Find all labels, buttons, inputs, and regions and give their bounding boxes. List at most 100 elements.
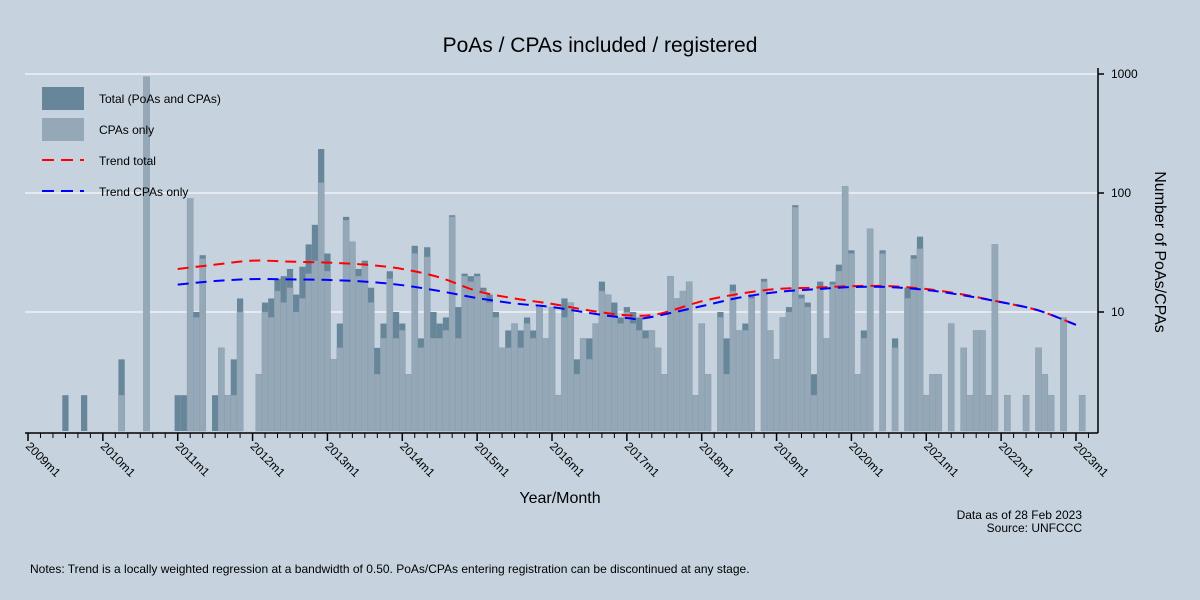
x-tick-label: 2010m1 — [98, 439, 139, 480]
bar-cpas — [1060, 317, 1067, 432]
x-axis-title: Year/Month — [519, 490, 600, 507]
bar-cpas — [823, 338, 830, 432]
bar-cpas — [698, 323, 706, 432]
bar-cpas — [236, 311, 244, 432]
bar-cpas — [810, 394, 818, 432]
bar-cpas — [386, 278, 394, 432]
bar-cpas — [966, 394, 974, 432]
bar-cpas — [361, 264, 369, 432]
bar-cpas — [804, 306, 812, 432]
bar-cpas — [492, 317, 500, 432]
bar-cpas — [355, 275, 362, 432]
bars — [62, 76, 1086, 432]
trend-cpas-line — [177, 278, 1077, 326]
bar-cpas — [567, 302, 575, 432]
bar-cpas — [891, 347, 899, 432]
x-tick-label: 2020m1 — [846, 439, 887, 480]
bar-cpas — [218, 347, 225, 432]
bar-cpas — [511, 323, 518, 432]
bar-cpas — [554, 394, 562, 432]
bar-cpas — [561, 317, 568, 432]
bar-cpas — [785, 311, 793, 432]
bar-total — [180, 395, 188, 431]
x-tick-label: 2022m1 — [996, 439, 1037, 480]
bar-cpas — [623, 311, 631, 432]
bar-cpas — [349, 241, 356, 432]
bar-cpas — [455, 338, 462, 432]
bar-total — [81, 395, 88, 431]
bar-cpas — [529, 338, 537, 432]
bar-cpas — [660, 374, 668, 432]
bar-cpas — [692, 394, 699, 432]
bar-cpas — [230, 394, 238, 432]
bar-cpas — [199, 258, 206, 432]
bar-cpas — [374, 374, 381, 432]
bar-cpas — [274, 290, 281, 432]
bar-cpas — [611, 317, 618, 432]
bar-cpas — [517, 347, 525, 432]
bar-cpas — [542, 338, 550, 432]
bar-cpas — [916, 248, 924, 432]
x-tick-label: 2009m1 — [23, 439, 64, 480]
bar-cpas — [767, 330, 774, 432]
bar-cpas — [929, 374, 936, 432]
bar-cpas — [523, 323, 531, 432]
x-tick-label: 2015m1 — [472, 439, 513, 480]
bar-cpas — [405, 374, 412, 432]
legend-label-trend-total: Trend total — [99, 154, 156, 168]
bar-cpas — [854, 374, 861, 432]
x-tick-label: 2018m1 — [697, 439, 738, 480]
bar-cpas — [673, 298, 681, 432]
x-tick-label: 2014m1 — [397, 439, 438, 480]
x-tick-label: 2021m1 — [921, 439, 962, 480]
bar-cpas — [505, 347, 512, 432]
bar-cpas — [448, 216, 456, 432]
bar-cpas — [442, 330, 450, 432]
bar-cpas — [848, 253, 855, 432]
legend-swatch-cpas — [42, 118, 84, 141]
bar-cpas — [486, 302, 493, 432]
x-tick-label: 2019m1 — [771, 439, 812, 480]
chart-title: PoAs / CPAs included / registered — [443, 34, 758, 57]
bar-cpas — [186, 198, 194, 432]
bar-cpas — [480, 290, 487, 432]
bar-cpas — [430, 338, 437, 432]
bar-cpas — [1047, 394, 1055, 432]
legend-label-trend-cpas: Trend CPAs only — [99, 185, 188, 199]
bar-cpas — [548, 306, 556, 432]
data-as-of: Data as of 28 Feb 2023 — [956, 508, 1082, 522]
legend-label-cpas: CPAs only — [99, 123, 154, 137]
bar-cpas — [748, 298, 755, 432]
bar-cpas — [592, 323, 599, 432]
bar-cpas — [280, 302, 288, 432]
bar-cpas — [979, 330, 986, 432]
bar-cpas — [579, 338, 587, 432]
bar-cpas — [1022, 394, 1030, 432]
bar-cpas — [679, 290, 687, 432]
x-tick-label: 2012m1 — [247, 439, 288, 480]
bar-cpas — [423, 256, 431, 432]
bar-cpas — [330, 359, 337, 432]
source: Source: UNFCCC — [986, 521, 1082, 535]
bar-cpas — [305, 273, 313, 432]
bar-cpas — [829, 284, 837, 432]
bar-cpas — [685, 281, 693, 432]
bar-cpas — [904, 298, 911, 432]
bar-cpas — [317, 182, 325, 432]
bar-cpas — [1035, 347, 1042, 432]
bar-cpas — [866, 228, 874, 432]
bar-cpas — [1041, 374, 1049, 432]
bar-cpas — [729, 290, 737, 432]
bar-cpas — [411, 253, 419, 432]
bar-cpas — [985, 394, 992, 432]
bar-cpas — [654, 347, 662, 432]
bar-cpas — [947, 323, 955, 432]
trend-total-line — [177, 259, 1077, 326]
bar-cpas — [779, 317, 787, 432]
footnote: Notes: Trend is a locally weighted regre… — [30, 562, 750, 576]
bar-cpas — [224, 394, 231, 432]
y-tick-label: 1000 — [1111, 67, 1138, 81]
bar-cpas — [773, 359, 780, 432]
bar-cpas — [267, 317, 275, 432]
